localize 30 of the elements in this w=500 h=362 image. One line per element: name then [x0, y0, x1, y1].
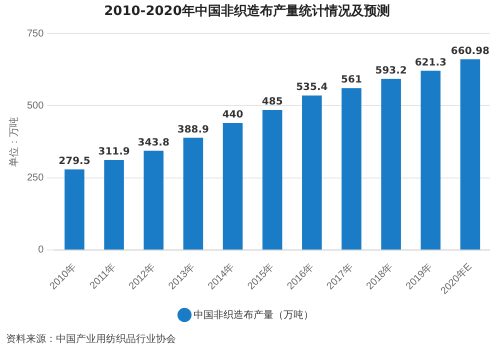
data-label: 440 — [222, 110, 244, 121]
data-label: 621.3 — [414, 57, 446, 68]
bar — [222, 123, 243, 250]
data-label: 561 — [341, 74, 362, 86]
data-label: 311.9 — [98, 146, 130, 158]
legend-label: 中国非织造布产量（万吨） — [194, 308, 314, 321]
bar — [262, 110, 282, 250]
y-tick-label: 750 — [26, 28, 44, 40]
bar — [144, 150, 164, 250]
bar — [64, 169, 84, 250]
bar — [381, 78, 401, 250]
data-label: 485 — [262, 96, 283, 108]
data-label: 660.98 — [450, 46, 490, 57]
y-tick-label: 250 — [26, 172, 44, 184]
y-tick-label: 0 — [38, 244, 44, 256]
bar — [420, 70, 441, 250]
data-label: 593.2 — [375, 65, 407, 76]
data-label: 343.8 — [138, 137, 170, 148]
bar — [460, 59, 480, 250]
bar — [104, 160, 124, 250]
text: 资料来源：中国产业用纺织品行业协会 — [6, 332, 176, 346]
bar — [342, 88, 362, 250]
bar — [302, 96, 322, 250]
data-label: 388.9 — [177, 124, 210, 136]
chart-title: 2010-2020年中国非织造布产量统计情况及预测 — [104, 3, 390, 20]
data-label: 535.4 — [296, 82, 328, 94]
y-axis-title: 单位：万吨 — [8, 116, 20, 167]
data-label: 279.5 — [58, 156, 90, 167]
bar — [183, 138, 204, 250]
y-tick-label: 500 — [26, 100, 44, 112]
